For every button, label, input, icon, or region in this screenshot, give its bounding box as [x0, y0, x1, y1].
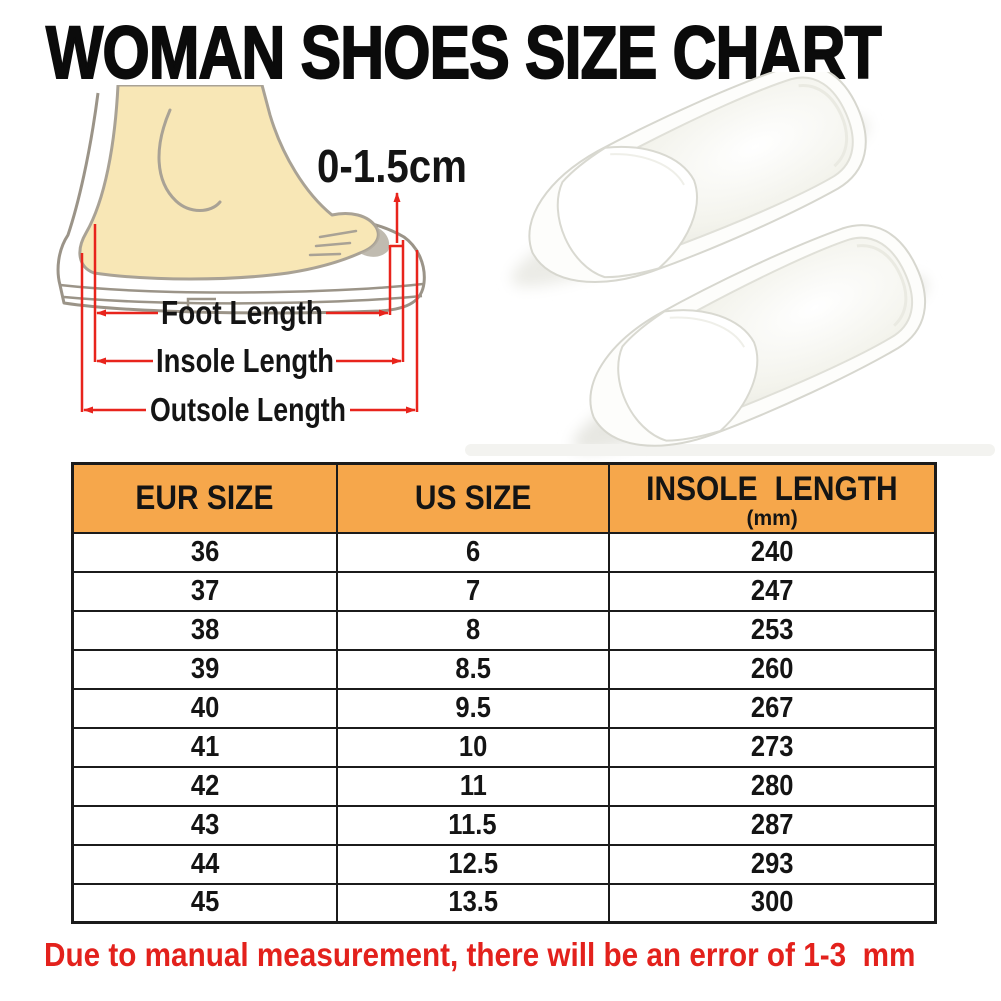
page-title: WOMAN SHOES SIZE CHART	[45, 10, 882, 95]
table-cell: 300	[608, 882, 937, 924]
table-cell: 10	[335, 726, 611, 768]
table-row: 45 13.5 300	[71, 882, 937, 924]
table-cell: 280	[608, 765, 937, 807]
table-cell: 42	[71, 765, 338, 807]
table-cell: 253	[608, 609, 937, 651]
table-cell: 6	[335, 531, 611, 573]
table-cell: 293	[608, 843, 937, 885]
table-cell: 240	[608, 531, 937, 573]
table-cell: 36	[71, 531, 338, 573]
toe-allowance-label: 0-1.5cm	[317, 140, 467, 192]
table-cell: 38	[71, 609, 338, 651]
table-cell: 40	[71, 687, 338, 729]
size-table-body: 36 6 240 37 7 247 38 8 253 39 8.5 260 40 9.5 267 41 10 27…	[71, 531, 937, 924]
table-cell: 39	[71, 648, 338, 690]
measurement-arrows	[80, 192, 419, 414]
table-cell: 37	[71, 570, 338, 612]
table-cell: 7	[335, 570, 611, 612]
table-row: 41 10 273	[71, 726, 937, 768]
outsole-length-label: Outsole Length	[150, 391, 346, 428]
table-cell: 11.5	[335, 804, 611, 846]
table-cell: 45	[71, 882, 338, 924]
table-row: 37 7 247	[71, 570, 937, 612]
table-row: 43 11.5 287	[71, 804, 937, 846]
insole-length-label: Insole Length	[156, 342, 334, 379]
table-row: 38 8 253	[71, 609, 937, 651]
table-cell: 11	[335, 765, 611, 807]
table-row: 36 6 240	[71, 531, 937, 573]
table-cell: 8.5	[335, 648, 611, 690]
table-row: 44 12.5 293	[71, 843, 937, 885]
table-cell: 8	[335, 609, 611, 651]
size-table-header-row: EUR SIZE US SIZE INSOLE LENGTH (mm)	[71, 462, 937, 534]
table-cell: 13.5	[335, 882, 611, 924]
table-row: 39 8.5 260	[71, 648, 937, 690]
size-table: EUR SIZE US SIZE INSOLE LENGTH (mm) 36 6 2…	[71, 462, 937, 924]
toe-gap-shading	[360, 227, 390, 257]
photo-bottom-shading	[465, 444, 995, 456]
table-cell: 9.5	[335, 687, 611, 729]
table-cell: 12.5	[335, 843, 611, 885]
column-header-insole-length: INSOLE LENGTH (mm)	[608, 462, 937, 534]
table-cell: 260	[608, 648, 937, 690]
table-cell: 44	[71, 843, 338, 885]
measurement-disclaimer: Due to manual measurement, there will be…	[44, 936, 916, 973]
product-photo-slides	[465, 72, 995, 462]
table-cell: 287	[608, 804, 937, 846]
table-cell: 41	[71, 726, 338, 768]
column-header-us-size: US SIZE	[335, 462, 611, 534]
table-row: 40 9.5 267	[71, 687, 937, 729]
foot-measurement-diagram: 0-1.5cm Foot Length Insole Length Outsol…	[56, 85, 467, 428]
table-row: 42 11 280	[71, 765, 937, 807]
foot-length-label: Foot Length	[161, 294, 323, 331]
foot-sketch	[78, 85, 390, 281]
table-cell: 273	[608, 726, 937, 768]
column-header-eur-size: EUR SIZE	[71, 462, 338, 534]
table-cell: 247	[608, 570, 937, 612]
table-cell: 267	[608, 687, 937, 729]
table-cell: 43	[71, 804, 338, 846]
